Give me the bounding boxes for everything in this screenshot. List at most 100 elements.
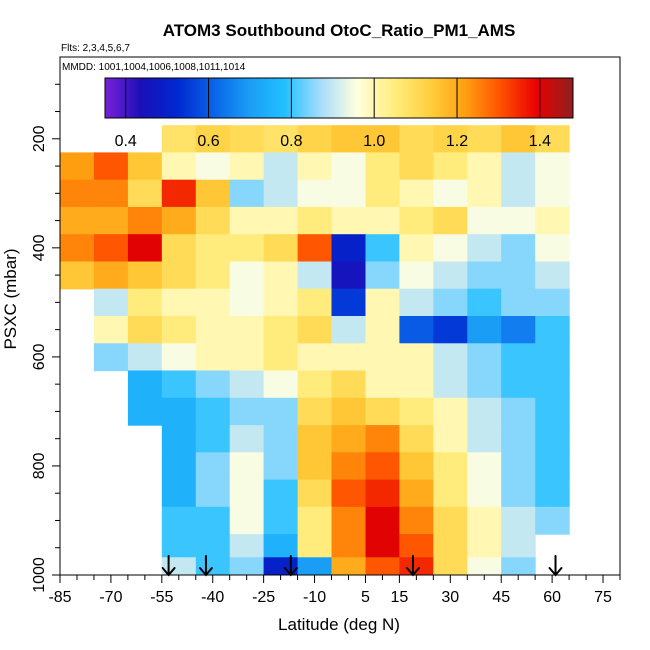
heatmap-cell — [365, 397, 400, 426]
heatmap-cell — [297, 425, 333, 453]
heatmap-cell — [399, 534, 434, 558]
heatmap-cell — [297, 479, 333, 508]
heatmap-cell — [263, 206, 299, 235]
heatmap-cell — [399, 506, 434, 535]
heatmap-cell — [467, 261, 502, 290]
heatmap-cell — [195, 506, 231, 535]
heatmap-cell — [263, 557, 299, 575]
flight-arrow — [405, 555, 420, 577]
heatmap-cell — [229, 452, 265, 481]
heatmap-cell — [399, 425, 434, 453]
heatmap-cell — [229, 370, 265, 399]
heatmap-cell — [93, 343, 129, 372]
heatmap-cell — [399, 343, 434, 372]
heatmap-cell — [195, 557, 231, 575]
heatmap-cell — [433, 125, 468, 154]
heatmap-cell — [399, 370, 434, 399]
heatmap-cell — [195, 397, 231, 426]
heatmap-cell — [331, 125, 366, 154]
heatmap-cell — [161, 152, 197, 181]
heatmap-cell — [161, 479, 197, 508]
heatmap-cell — [365, 452, 400, 481]
heatmap-cell — [229, 125, 265, 154]
heatmap-cell — [535, 343, 570, 372]
x-tick-label: 15 — [390, 589, 408, 606]
heatmap-cell — [195, 234, 231, 263]
heatmap-cell — [331, 370, 366, 399]
heatmap-cell — [161, 370, 197, 399]
heatmap-cell — [60, 206, 95, 235]
heatmap-cell — [467, 452, 502, 481]
heatmap-cell — [501, 316, 536, 344]
heatmap-cell — [93, 316, 129, 344]
heatmap-cell — [229, 206, 265, 235]
heatmap-cell — [433, 397, 468, 426]
heatmap-cell — [331, 316, 366, 344]
heatmap-cell — [195, 288, 231, 317]
heatmap-cell — [467, 125, 502, 154]
heatmap-cell — [161, 125, 197, 154]
heatmap-cell — [229, 425, 265, 453]
heatmap-cell — [535, 288, 570, 317]
heatmap-cell — [263, 370, 299, 399]
heatmap-cell — [501, 397, 536, 426]
heatmap-cell — [195, 534, 231, 558]
heatmap-cell — [399, 479, 434, 508]
heatmap-cell — [263, 179, 299, 208]
heatmap-cell — [297, 343, 333, 372]
heatmap-cell — [365, 152, 400, 181]
heatmap-cell — [331, 452, 366, 481]
heatmap-cell — [297, 288, 333, 317]
x-tick-label: 45 — [492, 589, 510, 606]
colorbar-gradient — [104, 77, 574, 119]
heatmap-cell — [501, 152, 536, 181]
heatmap-cell — [331, 234, 366, 263]
heatmap-cell — [297, 534, 333, 558]
y-tick-label: 1000 — [31, 557, 48, 593]
x-tick-label: -40 — [201, 589, 224, 606]
heatmap-cell — [127, 316, 163, 344]
heatmap-cell — [501, 506, 536, 535]
heatmap-cell — [93, 261, 129, 290]
heatmap-cell — [501, 452, 536, 481]
y-tick-label: 200 — [31, 125, 48, 152]
heatmap-cell — [331, 206, 366, 235]
heatmap-cell — [297, 152, 333, 181]
heatmap-cell — [433, 261, 468, 290]
x-tick-label: -25 — [252, 589, 275, 606]
heatmap-cell — [433, 234, 468, 263]
heatmap-cell — [195, 179, 231, 208]
heatmap-cell — [467, 234, 502, 263]
heatmap-cell — [399, 206, 434, 235]
heatmap-cell — [501, 534, 536, 558]
heatmap-cell — [229, 557, 265, 575]
heatmap-cell — [365, 479, 400, 508]
heatmap-cell — [161, 261, 197, 290]
heatmap-cell — [467, 152, 502, 181]
heatmap-cell — [127, 397, 163, 426]
x-tick-label: 30 — [441, 589, 459, 606]
heatmap-cell — [263, 261, 299, 290]
heatmap-cell — [93, 206, 129, 235]
heatmap-cell — [263, 343, 299, 372]
heatmap-cell — [433, 425, 468, 453]
heatmap-cell — [331, 397, 366, 426]
heatmap-cell — [365, 370, 400, 399]
heatmap-cell — [161, 234, 197, 263]
heatmap-cell — [433, 316, 468, 344]
heatmap-cell — [467, 343, 502, 372]
x-axis: -85 -70 -55 -40 -25 -10 5 15 30 45 60 75 — [48, 574, 621, 606]
chart-title: ATOM3 Southbound OtoC_Ratio_PM1_AMS — [163, 21, 516, 40]
heatmap-cell — [263, 316, 299, 344]
heatmap-cell — [161, 557, 197, 575]
heatmap-cell — [60, 261, 95, 290]
heatmap-cell — [297, 261, 333, 290]
heatmap-cell — [263, 506, 299, 535]
heatmap-cell — [467, 425, 502, 453]
heatmap-cell — [195, 206, 231, 235]
heatmap-cell — [297, 125, 333, 154]
heatmap-cell — [263, 234, 299, 263]
heatmap-cell — [127, 234, 163, 263]
heatmap-cell — [263, 479, 299, 508]
heatmap-cell — [127, 288, 163, 317]
